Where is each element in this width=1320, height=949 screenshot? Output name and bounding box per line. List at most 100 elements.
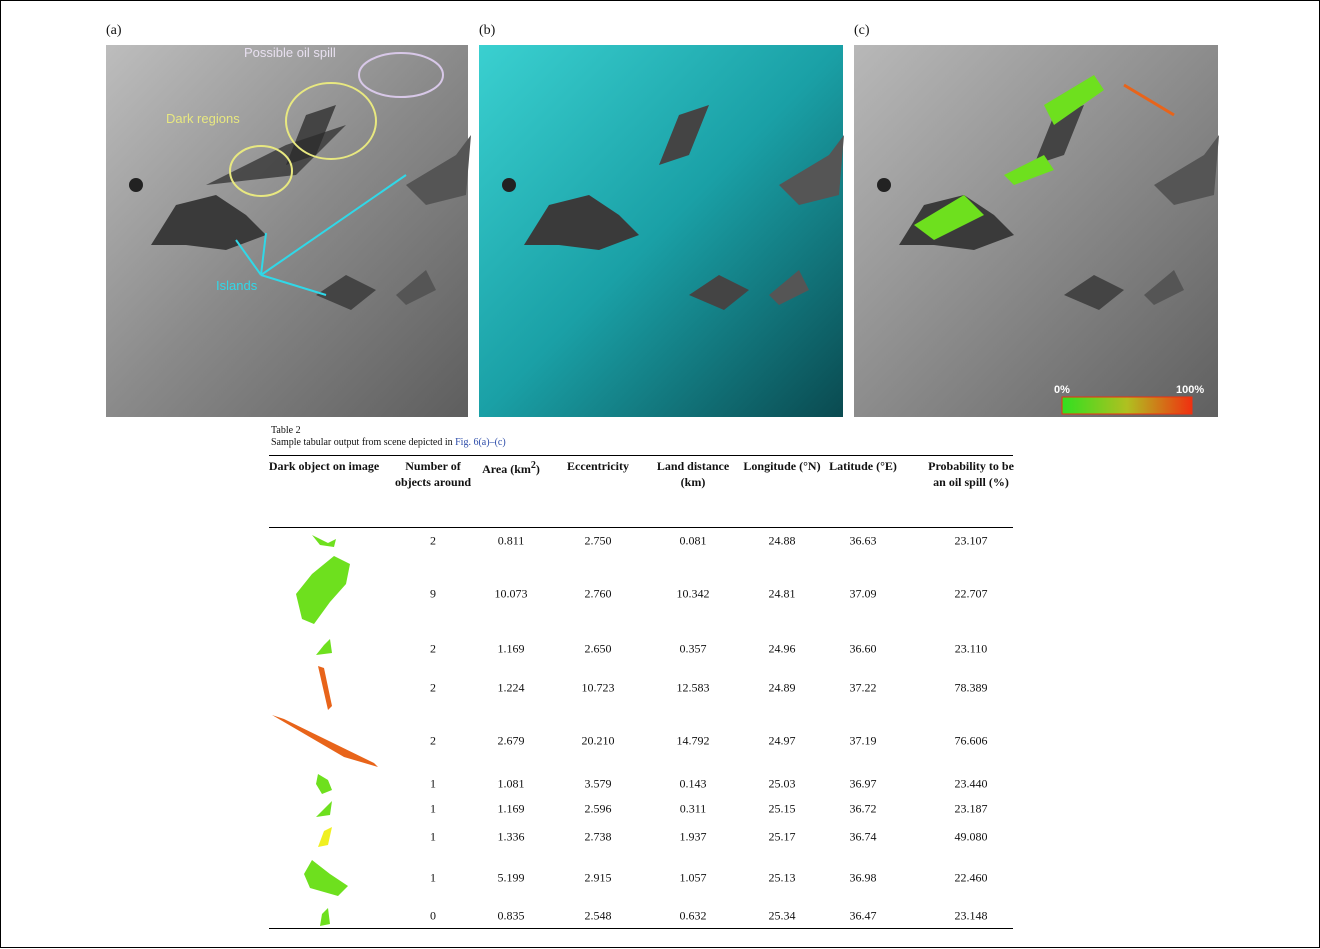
table-cell: 23.107 [955,534,988,549]
panel-label: (a) [106,23,122,39]
colorbar-label: 0% [1054,384,1070,396]
table-cell: 1 [430,802,436,817]
panel-label: (c) [854,23,870,39]
table-cell: 23.110 [955,642,988,657]
table-cell: 78.389 [955,681,988,696]
colorbar-label: 100% [1176,384,1204,396]
table-cell: 2.596 [585,802,612,817]
table-caption: Sample tabular output from scene depicte… [271,437,506,448]
table-cell: 36.63 [850,534,877,549]
table-cell: 25.17 [769,830,796,845]
dark-object [316,801,332,817]
rule [269,455,1013,456]
figure: Possible oil spill Dark regions Islands … [1,1,1320,421]
panel-b [479,45,844,417]
table-cell: 14.792 [677,734,710,749]
table-cell: 36.72 [850,802,877,817]
header-part: Area (km [482,462,531,476]
column-header: Longitude (°N) [738,458,826,474]
table-cell: 37.22 [850,681,877,696]
table-cell: 25.34 [769,909,796,924]
table-cell: 1.336 [498,830,525,845]
table-cell: 2.750 [585,534,612,549]
panel-label: (b) [479,23,495,39]
rule [269,928,1013,929]
dark-object [312,535,336,547]
table-cell: 36.98 [850,871,877,886]
table-cell: 10.342 [677,587,710,602]
table-cell: 0.143 [680,777,707,792]
table-cell: 0.081 [680,534,707,549]
annotation: Possible oil spill [244,45,336,60]
table-cell: 12.583 [677,681,710,696]
table-cell: 24.97 [769,734,796,749]
column-header: Probability to be an oil spill (%) [925,458,1017,490]
dark-object [304,860,348,896]
caption-link[interactable]: Fig. 6(a)–(c) [455,437,506,448]
table-cell: 23.148 [955,909,988,924]
dark-object [318,666,332,710]
dark-object [320,908,330,926]
table-cell: 37.19 [850,734,877,749]
table-cell: 37.09 [850,587,877,602]
table-cell: 49.080 [955,830,988,845]
column-header: Number of objects around [393,458,473,490]
table-cell: 22.707 [955,587,988,602]
table-cell: 24.88 [769,534,796,549]
panel-a: Possible oil spill Dark regions Islands [106,45,471,417]
table-title: Table 2 [271,425,301,436]
page: Possible oil spill Dark regions Islands … [0,0,1320,948]
table-cell: 23.440 [955,777,988,792]
caption-text: Sample tabular output from scene depicte… [271,437,453,448]
table-cell: 1 [430,830,436,845]
table-cell: 0.811 [498,534,525,549]
table-cell: 1.169 [498,802,525,817]
column-header: Eccentricity [550,458,646,474]
table-cell: 2.679 [498,734,525,749]
table-cell: 1.224 [498,681,525,696]
table-cell: 36.74 [850,830,877,845]
column-header: Land distance (km) [653,458,733,490]
table-cell: 0 [430,909,436,924]
table-cell: 0.311 [680,802,707,817]
table-cell: 3.579 [585,777,612,792]
table-cell: 1 [430,777,436,792]
table-cell: 25.15 [769,802,796,817]
dark-object [296,556,350,624]
rule [269,527,1013,528]
panel-c: 0% 100% [854,45,1219,417]
table-cell: 2.738 [585,830,612,845]
table-cell: 25.03 [769,777,796,792]
table-cell: 76.606 [955,734,988,749]
column-header: Latitude (°E) [823,458,903,474]
dark-object [316,774,332,794]
table-cell: 10.073 [495,587,528,602]
column-header: Dark object on image [268,458,380,474]
table-cell: 1.081 [498,777,525,792]
table-cell: 2 [430,534,436,549]
table-cell: 2.915 [585,871,612,886]
table-cell: 24.81 [769,587,796,602]
table-cell: 36.60 [850,642,877,657]
table-cell: 25.13 [769,871,796,886]
table-cell: 0.835 [498,909,525,924]
table-cell: 36.47 [850,909,877,924]
annotation: Islands [216,278,258,293]
table-cell: 2 [430,642,436,657]
table-cell: 2 [430,734,436,749]
dark-object [316,639,332,655]
table-cell: 2.760 [585,587,612,602]
dark-object [318,827,332,847]
header-part: ) [536,462,540,476]
dark-object [272,715,378,767]
table-cell: 23.187 [955,802,988,817]
annotation: Dark regions [166,111,240,126]
table-cell: 24.96 [769,642,796,657]
table-cell: 0.632 [680,909,707,924]
table-cell: 2.650 [585,642,612,657]
table-cell: 1.169 [498,642,525,657]
table-cell: 22.460 [955,871,988,886]
table-cell: 0.357 [680,642,707,657]
table-cell: 2 [430,681,436,696]
table-cell: 1.937 [680,830,707,845]
